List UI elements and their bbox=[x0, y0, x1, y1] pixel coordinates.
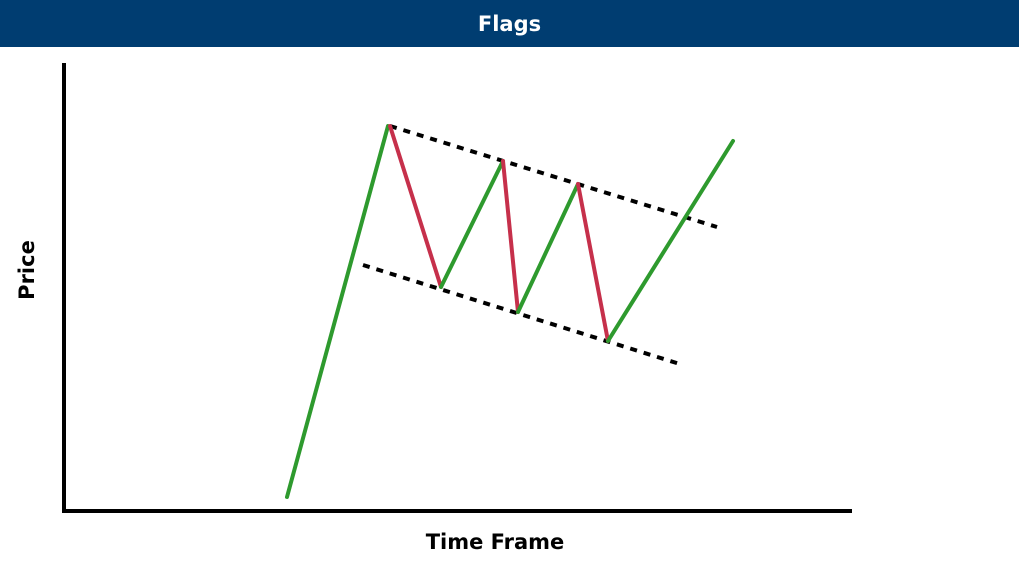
flagpole-up-move bbox=[285, 124, 390, 499]
up-swing-1 bbox=[439, 159, 505, 289]
breakout-up-move bbox=[606, 139, 735, 343]
down-swing-3 bbox=[576, 182, 610, 343]
y-axis-label: Price bbox=[15, 240, 39, 300]
lower-trendline bbox=[362, 263, 684, 367]
upper-trendline bbox=[389, 124, 718, 229]
down-swing-2 bbox=[501, 159, 520, 314]
up-swing-2 bbox=[516, 182, 580, 314]
down-swing-1 bbox=[388, 124, 443, 289]
x-axis-label: Time Frame bbox=[425, 530, 565, 554]
title-bar: Flags bbox=[0, 0, 1019, 47]
page-title: Flags bbox=[477, 11, 542, 36]
